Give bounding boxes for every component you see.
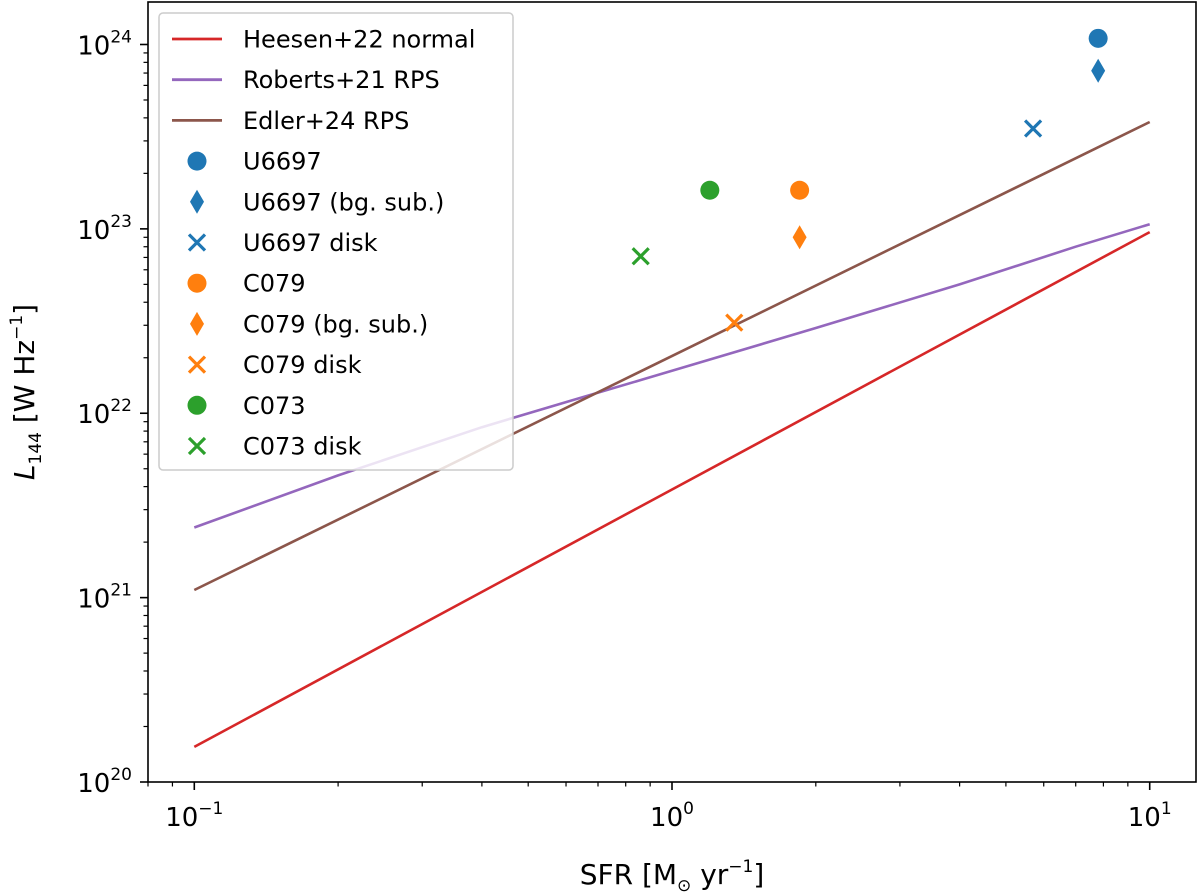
legend-label: Edler+24 RPS (243, 107, 409, 135)
line-heesen-22-normal (193, 230, 1151, 749)
legend-swatch (190, 311, 204, 336)
point-c073 (700, 180, 720, 200)
legend: Heesen+22 normal Roberts+21 RPS Edler+24 R… (158, 12, 514, 471)
legend-swatch (187, 233, 207, 252)
x-tick-label: 101 (1128, 799, 1172, 833)
point-c079-disk (725, 313, 744, 332)
legend-box (158, 12, 514, 471)
legend-label: U6697 disk (243, 229, 378, 257)
point-u6697 (1088, 28, 1108, 48)
legend-swatch (187, 395, 207, 415)
y-tick-label: 1020 (77, 765, 132, 799)
data-points (631, 28, 1108, 332)
legend-swatch (187, 273, 207, 293)
point-c079-bg-sub (792, 225, 807, 250)
x-axis-label: SFR [M⊙ yr−1] (580, 857, 765, 894)
legend-label: C073 (243, 392, 306, 420)
y-axis: 1020 1021 1022 1023 1024 (77, 27, 148, 799)
legend-label: C079 disk (243, 351, 362, 379)
legend-label: U6697 (bg. sub.) (243, 188, 444, 216)
point-u6697-disk (1023, 119, 1043, 138)
x-axis: 10−1 100 101 (147, 782, 1172, 833)
line-edler-24-rps (193, 120, 1151, 592)
legend-label: U6697 (243, 148, 322, 176)
point-c073-disk (631, 247, 650, 266)
y-tick-label: 1023 (77, 212, 132, 246)
legend-label: Roberts+21 RPS (243, 66, 440, 94)
point-c079 (790, 180, 810, 200)
x-tick-label: 10−1 (165, 799, 223, 833)
legend-swatch (187, 151, 207, 171)
x-tick-label: 100 (650, 799, 694, 833)
legend-swatch (190, 189, 204, 214)
y-tick-label: 1022 (77, 396, 132, 430)
legend-label: C079 (243, 270, 306, 298)
y-tick-label: 1021 (77, 581, 132, 615)
legend-label: C073 disk (243, 433, 362, 461)
legend-label: Heesen+22 normal (243, 26, 475, 54)
legend-swatch (187, 436, 207, 456)
y-tick-label: 1024 (77, 27, 132, 61)
legend-label: C079 (bg. sub.) (243, 310, 428, 338)
point-u6697-bg-sub (1091, 58, 1106, 83)
legend-swatch (187, 355, 207, 374)
y-axis-label: L144 [W Hz−1] (7, 304, 46, 480)
